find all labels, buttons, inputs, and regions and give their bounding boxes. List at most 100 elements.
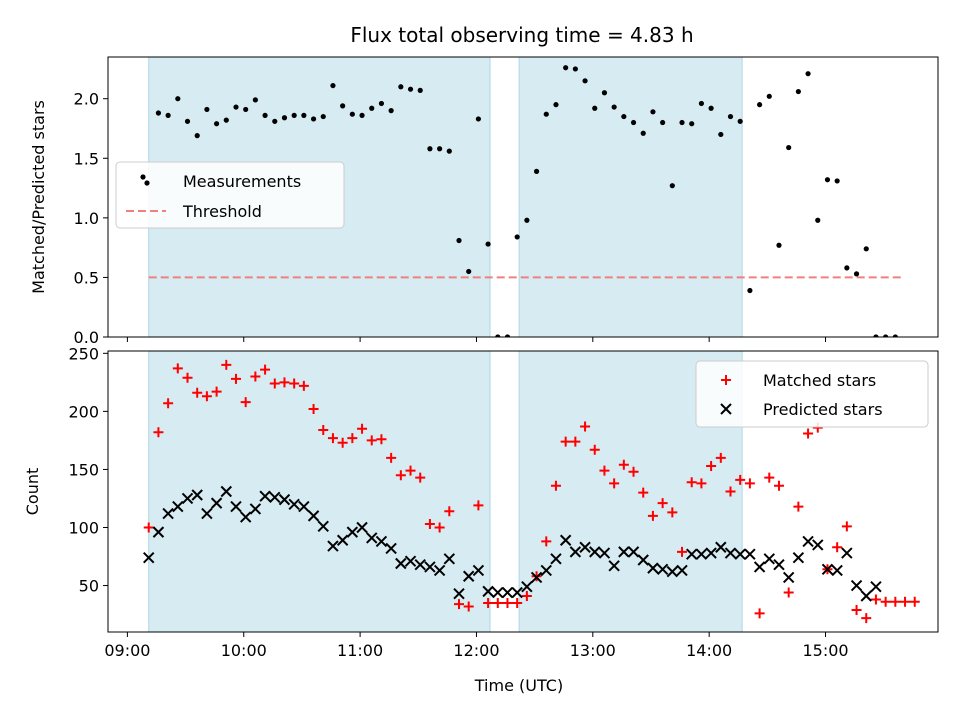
measurement-point bbox=[844, 265, 850, 271]
predicted-star-point bbox=[647, 562, 659, 574]
measurement-point bbox=[301, 112, 307, 118]
predicted-star-point bbox=[239, 511, 252, 523]
matched-star-point bbox=[172, 363, 183, 374]
measurement-point bbox=[689, 121, 695, 127]
predicted-star-point bbox=[792, 551, 805, 564]
measurement-point bbox=[175, 96, 181, 102]
legend-measurement-marker bbox=[144, 180, 150, 186]
bottom-y-axis-label: Count bbox=[23, 468, 42, 516]
measurement-point bbox=[650, 109, 656, 115]
matched-star-point bbox=[279, 377, 290, 388]
predicted-star-point bbox=[627, 546, 640, 558]
predicted-star-point bbox=[414, 558, 426, 571]
predicted-star-point bbox=[870, 581, 882, 593]
matched-star-point bbox=[715, 452, 726, 463]
predicted-star-point bbox=[278, 493, 291, 506]
measurement-point bbox=[533, 168, 540, 174]
predicted-star-point bbox=[181, 492, 194, 505]
predicted-star-point bbox=[482, 585, 494, 598]
measurement-point bbox=[834, 178, 840, 184]
matched-star-point bbox=[424, 519, 435, 530]
matched-star-point bbox=[473, 500, 484, 511]
legend-label-predicted: Predicted stars bbox=[763, 400, 883, 419]
measurement-point bbox=[630, 119, 637, 126]
measurement-point bbox=[252, 97, 258, 103]
top-shaded-interval-2 bbox=[518, 57, 743, 337]
predicted-star-point bbox=[453, 587, 465, 600]
top-y-tick-label: 1.5 bbox=[74, 149, 99, 168]
predicted-star-point bbox=[695, 548, 708, 560]
measurement-point bbox=[417, 87, 423, 93]
bottom-axes-frame bbox=[107, 350, 939, 633]
predicted-star-point bbox=[521, 581, 533, 593]
bottom-y-tick-label: 100 bbox=[68, 518, 99, 537]
measurement-point bbox=[708, 105, 714, 111]
measurement-point bbox=[582, 78, 588, 84]
matched-star-point bbox=[357, 423, 368, 434]
measurement-point bbox=[640, 130, 646, 136]
matched-star-point bbox=[454, 599, 465, 610]
predicted-star-point bbox=[831, 564, 843, 577]
measurement-point bbox=[233, 104, 239, 110]
matched-star-point bbox=[269, 378, 280, 389]
top-plot-area bbox=[148, 57, 904, 337]
matched-star-point bbox=[793, 501, 804, 512]
predicted-star-point bbox=[782, 571, 795, 584]
predicted-star-point bbox=[656, 563, 669, 576]
top-legend-box bbox=[115, 161, 345, 229]
matched-star-point bbox=[599, 465, 610, 476]
predicted-star-point bbox=[686, 548, 698, 560]
matched-star-point bbox=[192, 387, 203, 398]
matched-star-point bbox=[163, 398, 174, 409]
measurement-point bbox=[388, 108, 394, 114]
measurement-point bbox=[766, 93, 772, 99]
matched-star-point bbox=[483, 597, 494, 608]
matched-star-point bbox=[541, 536, 552, 547]
predicted-star-point bbox=[860, 590, 872, 602]
predicted-star-point bbox=[220, 485, 233, 498]
predicted-star-point bbox=[821, 563, 834, 576]
chart-title: Flux total observing time = 4.83 h bbox=[350, 23, 693, 47]
matched-star-point bbox=[754, 608, 765, 619]
top-y-axis-label: Matched/Predicted stars bbox=[29, 100, 48, 294]
matched-star-point bbox=[696, 478, 707, 489]
predicted-star-point bbox=[637, 554, 649, 566]
measurement-point bbox=[514, 234, 520, 240]
measurement-point bbox=[863, 246, 869, 252]
predicted-star-point bbox=[288, 498, 300, 510]
top-legend: Measurements Threshold bbox=[115, 161, 345, 229]
predicted-star-point bbox=[472, 564, 485, 577]
matched-star-point bbox=[628, 466, 639, 477]
measurement-point bbox=[504, 334, 511, 337]
predicted-star-point bbox=[734, 548, 746, 560]
matched-star-point bbox=[725, 486, 736, 497]
legend-measurement-marker bbox=[140, 174, 146, 180]
matched-star-point bbox=[298, 380, 309, 391]
measurement-point bbox=[194, 133, 200, 139]
measurement-point bbox=[281, 115, 288, 121]
matched-star-point bbox=[386, 452, 397, 463]
measurement-point bbox=[184, 118, 191, 124]
measurement-point bbox=[407, 86, 414, 92]
matched-star-point bbox=[773, 480, 784, 491]
matched-star-point bbox=[308, 404, 319, 415]
matched-star-point bbox=[221, 359, 232, 370]
measurement-point bbox=[310, 116, 317, 122]
predicted-star-point bbox=[191, 489, 203, 501]
predicted-star-point bbox=[230, 500, 242, 513]
predicted-star-point bbox=[705, 547, 717, 559]
matched-star-point bbox=[900, 596, 911, 607]
matched-star-point bbox=[570, 436, 581, 447]
legend-predicted-marker bbox=[720, 403, 732, 415]
matched-star-point bbox=[832, 542, 843, 553]
measurement-point bbox=[611, 104, 617, 110]
predicted-star-point bbox=[618, 546, 630, 558]
predicted-star-point bbox=[143, 551, 155, 564]
legend-matched-marker bbox=[721, 375, 731, 385]
matched-star-point bbox=[870, 594, 881, 605]
matched-star-point bbox=[550, 480, 561, 491]
measurement-point bbox=[815, 217, 821, 223]
matched-star-point bbox=[909, 596, 920, 607]
series-measurements bbox=[155, 65, 898, 337]
